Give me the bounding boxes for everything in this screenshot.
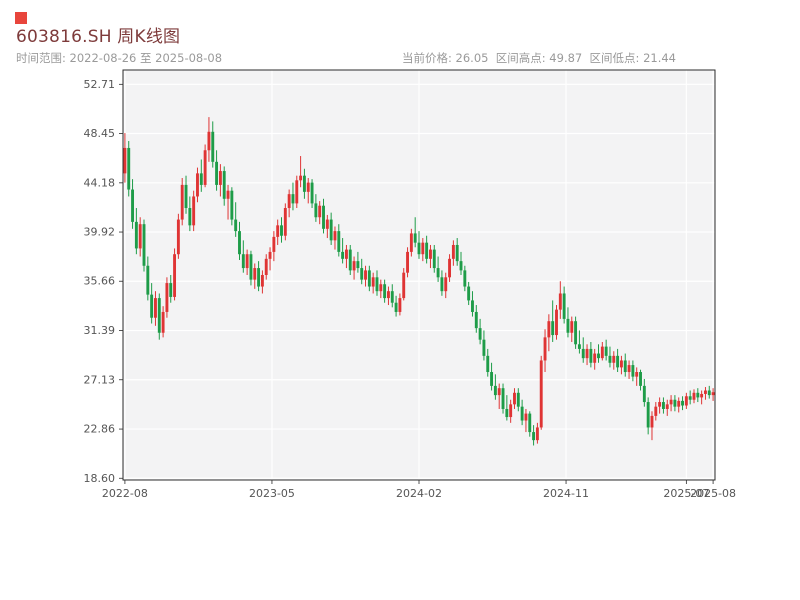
svg-text:44.18: 44.18 [84, 176, 116, 189]
price-summary-text: 当前价格: 26.05 区间高点: 49.87 区间低点: 21.44 [402, 51, 676, 65]
svg-text:2023-05: 2023-05 [249, 487, 295, 500]
svg-text:2024-02: 2024-02 [396, 487, 442, 500]
svg-text:22.86: 22.86 [84, 423, 116, 436]
svg-text:2025-07: 2025-07 [663, 487, 709, 500]
svg-text:18.60: 18.60 [84, 472, 116, 485]
svg-text:52.71: 52.71 [84, 78, 116, 91]
svg-text:48.45: 48.45 [84, 127, 116, 140]
page-title: 603816.SH 周K线图 [16, 27, 181, 47]
svg-text:39.92: 39.92 [84, 226, 116, 239]
svg-text:2025-08: 2025-08 [690, 487, 736, 500]
svg-text:27.13: 27.13 [84, 373, 116, 386]
svg-text:31.39: 31.39 [84, 324, 116, 337]
time-range-text: 时间范围: 2022-08-26 至 2025-08-08 [16, 51, 223, 65]
svg-text:2022-08: 2022-08 [102, 487, 148, 500]
svg-text:2024-11: 2024-11 [543, 487, 589, 500]
svg-text:35.66: 35.66 [84, 275, 116, 288]
red-square-marker [15, 12, 27, 24]
